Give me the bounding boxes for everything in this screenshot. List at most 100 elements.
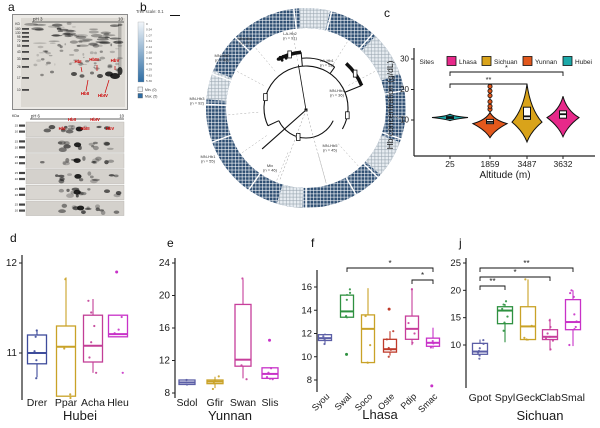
cluster-label: LA-Hb1 (n = 52) [320, 58, 335, 68]
hb-spot-label: HbII [68, 117, 76, 122]
tree-scale-label: Tree scale: 0.1 [136, 9, 164, 14]
strip-kda-label: 10 [15, 193, 19, 197]
data-point [478, 357, 481, 360]
data-point [35, 377, 38, 380]
data-point [549, 348, 552, 351]
data-point [217, 375, 220, 378]
data-point [389, 348, 392, 351]
data-point [407, 321, 410, 325]
strip-kda-label: 15 [15, 155, 19, 159]
data-point [212, 382, 215, 385]
data-point [548, 319, 551, 322]
box [339, 294, 355, 318]
ladder-kda-label: 10 [17, 88, 21, 92]
legend-entry-label: Sichuan [494, 59, 518, 66]
ladder-kda-label: 17 [17, 76, 21, 80]
strip-kda-label: 15 [15, 139, 19, 143]
data-point [241, 277, 244, 280]
sig-bracket [479, 285, 506, 290]
kda-header: KD [15, 22, 20, 26]
y-tick-label: 20 [159, 291, 171, 302]
kda-header: KDa [12, 114, 19, 118]
cluster-label: MN-Hb2 (n = 46) [215, 53, 231, 63]
data-point [348, 288, 351, 291]
heatmap-scale-value: 1.61 [146, 39, 152, 43]
y-tick-label: 10 [450, 340, 461, 351]
sig-bracket [479, 276, 551, 281]
y-tick-label: 30 [400, 55, 409, 64]
violin-chart: 10 20 30 Hb concentration (g/dL) 25 1859 3487 3… [385, 48, 595, 181]
box-chart-d: 11 12 Drer Ppar Acha Hleu Hubei [6, 255, 129, 423]
data-point [69, 396, 72, 400]
outlier-point [387, 307, 391, 311]
data-point [477, 349, 481, 353]
data-point [113, 332, 116, 335]
violin-yunnan [471, 111, 509, 139]
data-point [271, 378, 274, 381]
data-point [117, 328, 120, 331]
category-label: Hleu [107, 397, 129, 409]
panel-d-letter: d [10, 231, 17, 245]
panel-a-letter: a [8, 0, 15, 14]
y-tick-label: 20 [400, 85, 409, 94]
data-point [544, 337, 548, 340]
category-label: Acha [81, 397, 105, 409]
data-point [506, 315, 509, 318]
strip-kda-label: 10 [15, 130, 19, 134]
y-tick-label: 20 [450, 285, 461, 296]
data-point [121, 371, 124, 374]
box [234, 303, 252, 367]
category-label: Clab [539, 392, 561, 404]
sig-label: ** [523, 259, 529, 268]
data-point [482, 342, 485, 346]
category-label: Slis [262, 397, 279, 409]
category-label: Swan [230, 397, 256, 409]
y-tick-label: 14 [301, 305, 312, 316]
data-point [546, 332, 549, 335]
data-point [33, 350, 36, 353]
legend-swatch [446, 56, 457, 66]
category-label: Syou [310, 391, 332, 413]
data-point [570, 289, 573, 292]
cluster-label: MN-Hb4 (n = 36) [330, 88, 346, 98]
strip-kda-label: 15 [15, 203, 19, 207]
cluster-label: Mix (n = 46) [263, 163, 278, 173]
category-label: Sdol [176, 397, 197, 409]
data-point [530, 324, 533, 327]
panel-f-boxplot: 8 10 12 14 16 Syou Swal Soco Oste Pdip Smac Lhasa * * [295, 230, 445, 428]
ladder-kda-label: 130 [15, 31, 21, 35]
boxplot-spyl [496, 300, 514, 343]
x-tick-label: 3487 [518, 159, 537, 169]
legend-entry-label: Yunnan [535, 59, 557, 66]
sig-bracket [449, 71, 564, 76]
data-point [411, 341, 414, 344]
hb-spot-label: HbIII [80, 126, 89, 131]
ph-right-label: 10 [119, 114, 124, 119]
data-point [432, 342, 435, 345]
heatmap-scale-value: 2.68 [146, 51, 152, 55]
data-point [95, 371, 98, 374]
data-point [551, 339, 555, 342]
heatmap-scale-value: 0 [146, 22, 148, 26]
ph-left-label: pH 6 [31, 114, 41, 119]
data-point [211, 387, 215, 391]
data-point [525, 338, 528, 341]
strip-kda-label: 15 [15, 187, 19, 191]
cluster-label: LA-Hb2 (n = 91) [283, 31, 298, 41]
sig-bracket [411, 279, 434, 284]
data-point [413, 332, 416, 335]
panel-e-letter: e [167, 236, 174, 250]
strip-kda-label: 15 [15, 124, 19, 128]
panel-j-boxplot: 10 15 20 25 Gpot Spyl Geck Clab Smal Sichuan ** * ** [440, 230, 600, 428]
legend-entry-label: Lhasa [459, 59, 477, 66]
panel-f-letter: f [311, 236, 315, 250]
y-tick-label: 24 [159, 258, 171, 269]
data-point [364, 314, 367, 318]
heatmap-scale-value: 1.07 [146, 33, 152, 37]
box [564, 298, 582, 331]
cluster-label: MN-Hb6 (n = 7) [238, 36, 254, 46]
box [82, 314, 104, 363]
boxplot-acha [82, 299, 104, 374]
